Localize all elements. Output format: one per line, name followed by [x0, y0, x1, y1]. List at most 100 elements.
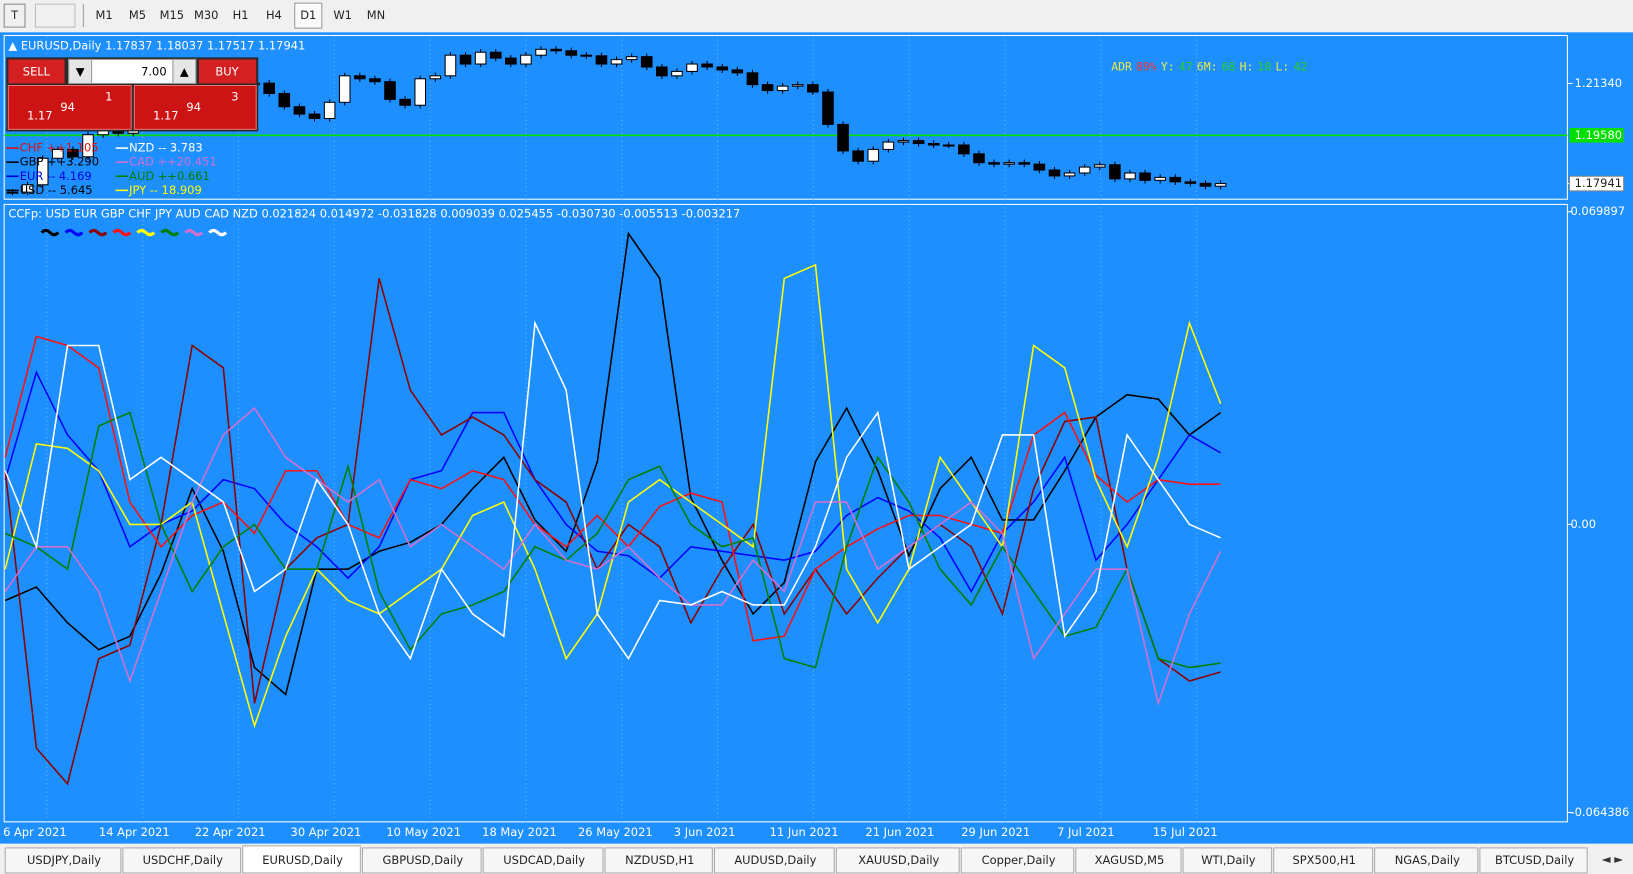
tab-label: USDJPY,Daily	[27, 853, 101, 867]
candle-body	[36, 157, 49, 186]
tab[interactable]	[1182, 847, 1273, 874]
legend-swatch	[64, 228, 84, 237]
sell-button[interactable]	[8, 59, 65, 84]
candle-body	[520, 54, 532, 65]
lots-up-arrow: ▲	[180, 64, 189, 78]
tab[interactable]	[1479, 847, 1588, 874]
tab-label: NZDUSD,H1	[625, 853, 694, 867]
tab-active[interactable]	[242, 845, 361, 874]
candle-body	[1093, 164, 1106, 168]
timeframe-button[interactable]: H4	[266, 8, 282, 22]
tab[interactable]	[1273, 847, 1374, 874]
trade-panel: SELL ▼ ▲ 7.00 BUY 1.17 94 1 1.17 94 3	[6, 57, 259, 132]
level-label-bg	[1569, 127, 1624, 143]
candle-body	[640, 56, 653, 68]
candle-body	[656, 66, 668, 77]
candle-body	[973, 153, 985, 164]
legend-swatch	[136, 228, 156, 237]
date-label: 3 Jun 2021	[674, 825, 736, 839]
toolbar-icon[interactable]	[3, 3, 26, 28]
candle-body	[565, 50, 578, 56]
current-price-label: 1.17941	[1575, 176, 1622, 190]
tab-label: USDCAD,Daily	[503, 853, 585, 867]
date-label: 29 Jun 2021	[961, 825, 1030, 839]
strength-entry: EUR -- 4.169	[20, 169, 92, 183]
tab[interactable]	[122, 847, 242, 874]
tab[interactable]	[960, 847, 1075, 874]
candle-body	[791, 84, 804, 87]
tab-scroll[interactable]: ◄ ►	[1602, 852, 1623, 866]
candle-body	[595, 55, 608, 65]
tab[interactable]	[604, 847, 713, 874]
timeframe-button[interactable]: M5	[129, 8, 146, 22]
candle-body	[988, 162, 1000, 165]
candle-body	[958, 144, 970, 155]
lots-value: 7.00	[141, 64, 166, 78]
candle-body	[731, 69, 744, 74]
candle-body	[1018, 162, 1031, 165]
timeframe-button[interactable]: H1	[233, 8, 249, 22]
date-label: 21 Jun 2021	[865, 825, 934, 839]
date-label: 7 Jul 2021	[1057, 825, 1115, 839]
bid-pips: 94	[60, 100, 75, 114]
adr-part: ADR	[1111, 59, 1132, 73]
candle-body	[686, 63, 698, 72]
candle-body	[580, 54, 593, 57]
tab-label: AUDUSD,Daily	[734, 853, 816, 867]
timeframe-active	[294, 2, 323, 29]
candle-body	[308, 113, 321, 120]
date-label: 22 Apr 2021	[195, 825, 266, 839]
ask-box[interactable]	[133, 85, 257, 130]
buy-label: BUY	[215, 64, 239, 78]
timeframe-button[interactable]: W1	[333, 8, 352, 22]
bid-frac: 1	[105, 89, 112, 103]
buy-button[interactable]	[198, 59, 257, 84]
candle-body	[912, 140, 925, 145]
adr-part: Y:	[1161, 59, 1175, 73]
candle-body	[278, 92, 291, 108]
timeframe-button[interactable]: M30	[194, 8, 218, 22]
toolbar	[0, 0, 1633, 33]
bid-box[interactable]	[7, 85, 132, 130]
current-price-bg	[1568, 175, 1625, 192]
candle-body	[323, 101, 336, 120]
lots-up[interactable]	[172, 58, 197, 84]
indicator-line	[4, 411, 1221, 669]
candle-body	[489, 51, 502, 59]
candle-body	[535, 48, 547, 56]
toolbar-tools[interactable]	[34, 3, 76, 28]
candle-body	[897, 140, 910, 143]
candle-body	[459, 54, 472, 65]
timeframe-button[interactable]: M1	[96, 8, 113, 22]
timeframe-button[interactable]: M15	[160, 8, 184, 22]
timeframe-button[interactable]: MN	[367, 8, 385, 22]
tab[interactable]	[4, 847, 122, 874]
tab[interactable]	[482, 847, 604, 874]
tab[interactable]	[361, 847, 482, 874]
adr-part: L:	[1276, 59, 1290, 73]
tab[interactable]	[1075, 847, 1182, 874]
tab[interactable]	[713, 847, 835, 874]
legend-swatch	[112, 228, 132, 237]
tab[interactable]	[835, 847, 960, 874]
chart-header: EURUSD,Daily 1.17837 1.18037 1.17517 1.1…	[21, 38, 305, 52]
sell-label: SELL	[23, 64, 51, 78]
legend-swatch	[208, 228, 228, 237]
tab-label: GBPUSD,Daily	[382, 853, 463, 867]
tab[interactable]	[1374, 847, 1479, 874]
candle-body	[1199, 182, 1212, 187]
lots-down[interactable]	[68, 58, 93, 84]
indicator-line	[4, 231, 1222, 696]
date-label: 10 May 2021	[386, 825, 461, 839]
candle-body	[746, 72, 759, 86]
strength-entry: AUD ++0.661	[129, 169, 210, 183]
candle-body	[1003, 162, 1015, 165]
candle-body	[293, 106, 306, 115]
collapse-arrow[interactable]: ▲	[8, 38, 17, 52]
candle-body	[263, 82, 276, 94]
tab-label: SPX500,H1	[1293, 853, 1356, 867]
timeframe-button[interactable]: D1	[300, 8, 316, 22]
tab-label: USDCHF,Daily	[143, 853, 223, 867]
